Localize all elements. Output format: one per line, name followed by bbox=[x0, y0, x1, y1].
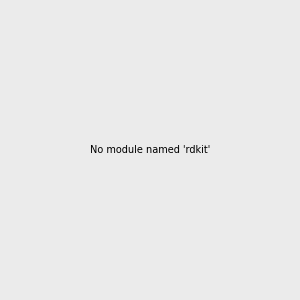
Text: No module named 'rdkit': No module named 'rdkit' bbox=[90, 145, 210, 155]
